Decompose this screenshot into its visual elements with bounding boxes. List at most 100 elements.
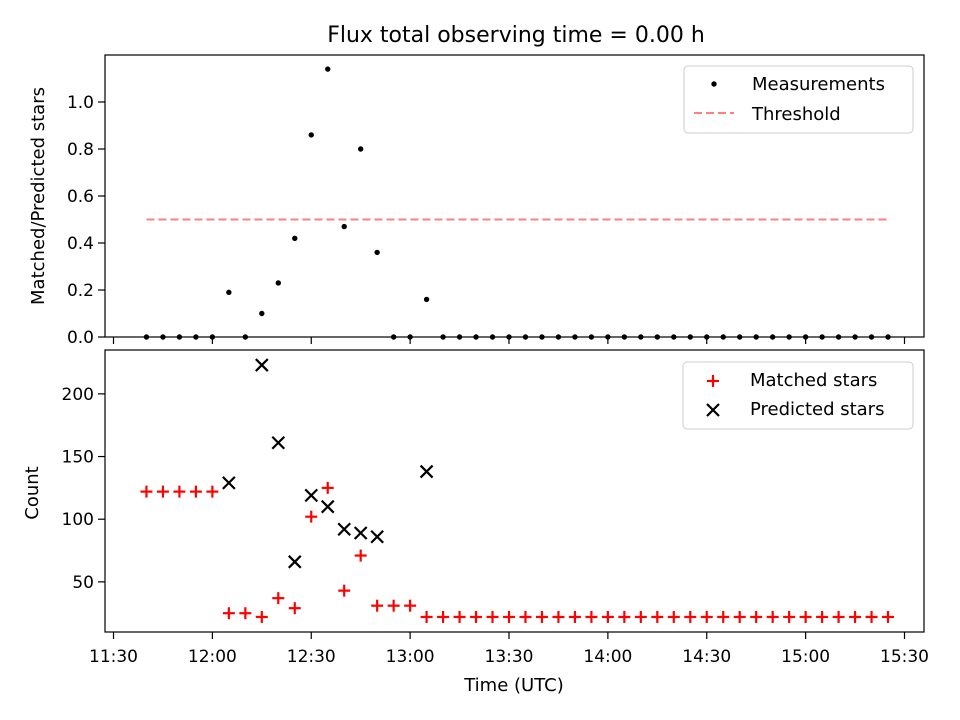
bottom-marks [140, 358, 895, 623]
matched-star-point [568, 610, 581, 623]
matched-star-point [766, 610, 779, 623]
x-tick-label: 13:30 [485, 647, 534, 667]
predicted-star-point [320, 499, 335, 514]
matched-star-point [470, 610, 483, 623]
matched-star-point [321, 481, 334, 494]
x-tick-label: 11:30 [89, 647, 138, 667]
matched-star-point [618, 610, 631, 623]
measurement-point [753, 334, 759, 340]
y-tick-label: 0.0 [67, 328, 94, 348]
y-tick-label: 1.0 [67, 93, 94, 113]
matched-star-point [404, 599, 417, 612]
matched-star-point [173, 485, 186, 498]
measurement-point [737, 334, 743, 340]
matched-star-point [420, 610, 433, 623]
measurement-point [868, 334, 875, 340]
y-tick-label: 200 [62, 385, 94, 405]
x-tick-label: 12:00 [188, 647, 237, 667]
matched-star-point [371, 599, 384, 612]
predicted-star-point [419, 464, 434, 479]
chart-title: Flux total observing time = 0.00 h [327, 23, 705, 48]
bottom-panel: 50 100 150 200 11:30 12:00 12:30 13:00 13:30 14:… [22, 349, 929, 667]
x-tick-label: 14:00 [583, 647, 632, 667]
legend-predicted-label: Predicted stars [750, 399, 884, 420]
measurement-point [769, 334, 776, 340]
measurement-point [390, 334, 397, 340]
x-tick-label: 15:00 [781, 647, 830, 667]
legend-measurements-marker [711, 81, 717, 87]
measurement-point [522, 334, 529, 340]
matched-star-point [156, 485, 169, 498]
measurement-point [473, 334, 479, 340]
measurement-point [374, 249, 380, 256]
measurement-point [572, 334, 578, 340]
measurement-point [341, 223, 347, 230]
measurement-point [292, 235, 298, 241]
matched-star-point [849, 610, 862, 623]
x-tick-label: 14:30 [682, 647, 731, 667]
top-legend: Measurements Threshold [683, 65, 914, 134]
measurement-point [605, 334, 611, 340]
matched-star-point [651, 610, 664, 623]
matched-star-point [700, 610, 713, 623]
matched-star-point [601, 610, 614, 623]
legend-threshold-label: Threshold [751, 104, 841, 125]
measurement-point [176, 334, 183, 340]
top-y-axis-label: Matched/Predicted stars [28, 87, 49, 305]
measurement-point [506, 334, 512, 340]
matched-star-point [288, 602, 301, 615]
matched-star-point [865, 610, 878, 623]
y-tick-label: 0.2 [67, 281, 94, 301]
matched-star-point [503, 610, 515, 623]
measurement-point [687, 334, 693, 340]
measurement-point [423, 296, 430, 303]
matched-star-point [387, 599, 400, 612]
measurement-point [242, 334, 249, 340]
matched-star-point [667, 610, 680, 623]
matched-star-point [486, 610, 499, 623]
top-panel: 0.0 0.2 0.4 0.6 0.8 1.0 Matched/Predicted sta… [28, 54, 925, 348]
y-tick-label: 0.6 [67, 187, 94, 207]
matched-star-point [305, 510, 318, 523]
matched-star-point [750, 610, 763, 623]
predicted-star-point [370, 529, 384, 544]
measurement-point [786, 334, 792, 340]
measurement-point [325, 66, 331, 72]
predicted-star-point [255, 358, 269, 372]
measurement-point [143, 334, 150, 340]
measurement-point [671, 334, 677, 340]
matched-star-point [552, 610, 565, 623]
measurement-point [209, 334, 216, 340]
y-tick-label: 0.4 [67, 234, 94, 254]
matched-star-point [535, 610, 548, 623]
bottom-legend-box [682, 361, 914, 430]
measurement-point [621, 334, 628, 340]
matched-star-point [354, 549, 367, 562]
matched-star-point [832, 610, 845, 623]
top-y-axis: 0.0 0.2 0.4 0.6 0.8 1.0 [67, 93, 105, 348]
x-tick-label: 15:30 [880, 647, 929, 667]
measurement-point [308, 132, 314, 138]
matched-star-point [717, 610, 730, 623]
measurement-point [720, 334, 726, 340]
measurement-point [835, 334, 842, 340]
x-tick-label: 13:00 [386, 647, 435, 667]
measurement-point [802, 334, 809, 340]
matched-star-point [437, 610, 450, 623]
matched-star-point [255, 610, 268, 623]
measurement-point [440, 334, 446, 340]
matched-star-point [519, 610, 532, 623]
measurement-point [160, 334, 166, 340]
measurement-point [539, 334, 545, 340]
y-tick-label: 100 [62, 510, 94, 530]
matched-star-point [783, 610, 796, 623]
bottom-plot-area [104, 349, 925, 633]
y-tick-label: 150 [62, 448, 94, 468]
measurement-point [852, 334, 858, 340]
measurement-point [885, 334, 891, 340]
measurement-point [588, 334, 595, 340]
matched-star-point [189, 485, 202, 498]
measurement-point [555, 334, 562, 340]
predicted-star-point [353, 526, 368, 540]
